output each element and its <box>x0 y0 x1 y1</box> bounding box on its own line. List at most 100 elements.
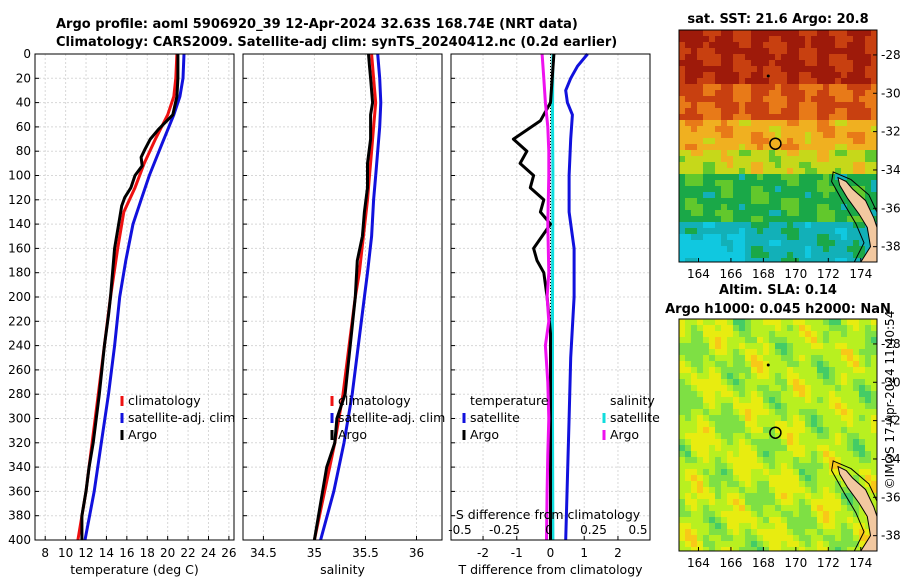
heatmap-cell <box>727 367 733 373</box>
heatmap-cell <box>691 379 697 385</box>
heatmap-cell <box>853 517 859 523</box>
heatmap-cell <box>865 391 871 397</box>
heatmap-cell <box>757 421 763 427</box>
heatmap-cell <box>679 361 685 367</box>
legend-label: Argo <box>610 427 639 442</box>
heatmap-cell <box>709 367 715 373</box>
heatmap-cell <box>799 499 805 505</box>
heatmap-cell <box>709 240 715 246</box>
heatmap-cell <box>841 198 847 204</box>
heatmap-cell <box>751 319 757 325</box>
heatmap-cell <box>841 72 847 78</box>
legend-label: climatology <box>128 393 201 408</box>
heatmap-cell <box>811 84 817 90</box>
y-tick-label: 20 <box>16 71 31 85</box>
heatmap-cell <box>757 258 763 262</box>
heatmap-cell <box>745 541 751 547</box>
heatmap-cell <box>805 487 811 493</box>
heatmap-cell <box>733 427 739 433</box>
heatmap-cell <box>679 355 685 361</box>
heatmap-cell <box>817 246 823 252</box>
title-line-2: Climatology: CARS2009. Satellite-adj cli… <box>56 35 617 50</box>
heatmap-cell <box>811 228 817 234</box>
heatmap-cell <box>775 349 781 355</box>
heatmap-cell <box>715 373 721 379</box>
heatmap-cell <box>859 132 865 138</box>
heatmap-cell <box>745 84 751 90</box>
heatmap-cell <box>805 150 811 156</box>
heatmap-cell <box>811 343 817 349</box>
heatmap-cell <box>853 150 859 156</box>
heatmap-cell <box>739 48 745 54</box>
heatmap-cell <box>787 403 793 409</box>
heatmap-cell <box>769 216 775 222</box>
y-tick-label: 340 <box>8 460 31 474</box>
heatmap-cell <box>745 48 751 54</box>
heatmap-cell <box>721 391 727 397</box>
heatmap-cell <box>871 60 877 66</box>
heatmap-cell <box>685 433 691 439</box>
heatmap-cell <box>721 138 727 144</box>
heatmap-cell <box>679 246 685 252</box>
heatmap-cell <box>835 60 841 66</box>
heatmap-cell <box>817 463 823 469</box>
heatmap-cell <box>805 162 811 168</box>
heatmap-cell <box>781 457 787 463</box>
heatmap-cell <box>871 493 877 499</box>
heatmap-cell <box>781 114 787 120</box>
heatmap-cell <box>805 481 811 487</box>
heatmap-cell <box>799 451 805 457</box>
heatmap-cell <box>739 337 745 343</box>
heatmap-cell <box>769 126 775 132</box>
heatmap-cell <box>757 168 763 174</box>
heatmap-cell <box>817 487 823 493</box>
heatmap-cell <box>787 505 793 511</box>
heatmap-cell <box>691 523 697 529</box>
heatmap-cell <box>721 343 727 349</box>
heatmap-cell <box>859 385 865 391</box>
heatmap-cell <box>805 66 811 72</box>
heatmap-cell <box>835 54 841 60</box>
heatmap-cell <box>793 222 799 228</box>
heatmap-cell <box>721 511 727 517</box>
heatmap-cell <box>679 30 685 36</box>
heatmap-cell <box>679 228 685 234</box>
heatmap-cell <box>751 210 757 216</box>
heatmap-cell <box>763 547 769 551</box>
heatmap-cell <box>721 108 727 114</box>
heatmap-cell <box>727 511 733 517</box>
heatmap-cell <box>799 72 805 78</box>
heatmap-cell <box>697 258 703 262</box>
heatmap-cell <box>811 541 817 547</box>
plot-frame <box>242 53 443 541</box>
heatmap-cell <box>739 469 745 475</box>
heatmap-cell <box>859 541 865 547</box>
heatmap-cell <box>775 433 781 439</box>
heatmap-cell <box>709 433 715 439</box>
heatmap-cell <box>817 505 823 511</box>
heatmap-cell <box>853 84 859 90</box>
heatmap-cell <box>691 361 697 367</box>
heatmap-cell <box>859 72 865 78</box>
heatmap-cell <box>715 216 721 222</box>
heatmap-cell <box>817 331 823 337</box>
heatmap-cell <box>865 138 871 144</box>
heatmap-cell <box>793 505 799 511</box>
x2-axis-label: S difference from climatology <box>456 507 641 522</box>
heatmap-cell <box>835 126 841 132</box>
heatmap-cell <box>841 36 847 42</box>
heatmap-cell <box>757 535 763 541</box>
heatmap-cell <box>781 144 787 150</box>
heatmap-cell <box>685 120 691 126</box>
heatmap-cell <box>733 252 739 258</box>
x-tick-label: 14 <box>99 546 114 560</box>
heatmap-cell <box>793 523 799 529</box>
heatmap-cell <box>847 493 853 499</box>
heatmap-cell <box>757 337 763 343</box>
heatmap-cell <box>781 541 787 547</box>
heatmap-cell <box>739 379 745 385</box>
heatmap-cell <box>679 120 685 126</box>
heatmap-cell <box>823 475 829 481</box>
heatmap-cell <box>775 421 781 427</box>
heatmap-cell <box>769 54 775 60</box>
